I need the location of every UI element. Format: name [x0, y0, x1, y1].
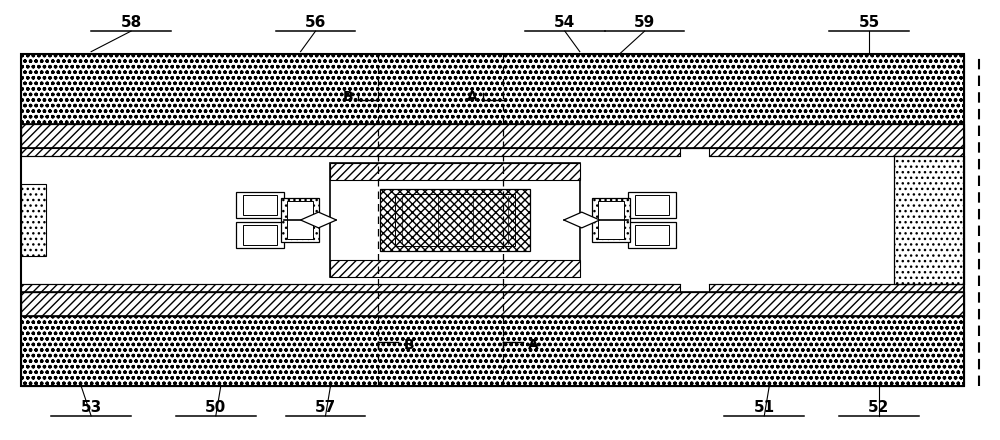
Bar	[21, 316, 964, 386]
Text: 52: 52	[868, 400, 890, 414]
Bar	[709, 148, 964, 156]
Bar	[628, 222, 676, 249]
Bar	[598, 201, 624, 239]
Text: 56: 56	[305, 15, 326, 30]
Bar	[330, 163, 580, 180]
Bar	[281, 198, 319, 242]
Text: B: B	[403, 338, 414, 352]
Bar	[635, 225, 669, 246]
Text: B: B	[343, 90, 353, 104]
Bar	[628, 191, 676, 218]
Bar	[21, 184, 46, 256]
Bar	[287, 201, 313, 239]
Text: 55: 55	[858, 15, 880, 30]
Bar	[21, 148, 964, 292]
Bar	[635, 194, 669, 215]
Bar	[236, 191, 284, 218]
Bar	[21, 284, 680, 292]
Bar	[380, 188, 530, 252]
Text: 58: 58	[120, 15, 142, 30]
Text: 54: 54	[554, 15, 575, 30]
Bar	[709, 284, 964, 292]
Bar	[21, 292, 964, 316]
Bar	[330, 260, 580, 277]
Bar	[21, 124, 964, 148]
Text: A: A	[528, 338, 539, 352]
Bar	[236, 222, 284, 249]
Bar	[21, 54, 964, 124]
Bar	[21, 54, 964, 386]
Bar	[243, 194, 277, 215]
Bar	[395, 194, 515, 246]
Polygon shape	[564, 212, 600, 228]
Text: 50: 50	[205, 400, 226, 414]
Bar	[330, 163, 580, 277]
Text: 59: 59	[634, 15, 655, 30]
Bar	[21, 148, 680, 156]
Bar	[592, 198, 630, 242]
Text: 57: 57	[315, 400, 336, 414]
Polygon shape	[301, 212, 336, 228]
Bar	[243, 225, 277, 246]
Text: 51: 51	[754, 400, 775, 414]
Text: 53: 53	[81, 400, 102, 414]
Text: A: A	[467, 90, 478, 104]
Bar	[894, 156, 964, 284]
